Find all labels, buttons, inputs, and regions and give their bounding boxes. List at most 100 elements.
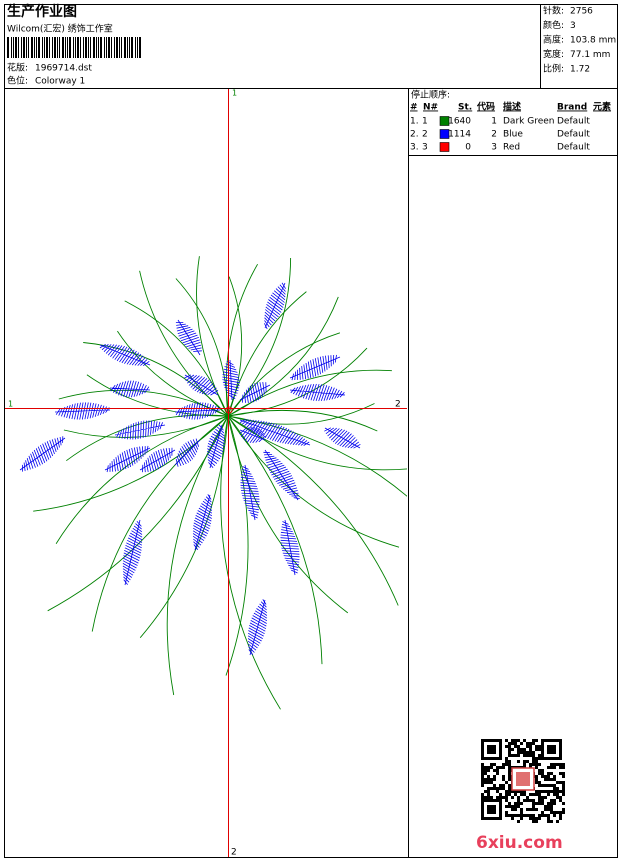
qr-module: [517, 739, 520, 742]
qr-module: [508, 805, 511, 808]
row-brand: Default: [557, 117, 590, 127]
title: 生产作业图: [7, 3, 77, 20]
qr-module: [532, 742, 535, 745]
bar-stripe: [18, 37, 19, 58]
qr-module: [529, 745, 532, 748]
color-swatch: [439, 116, 450, 126]
bar-stripe: [121, 37, 122, 58]
qr-module: [553, 775, 556, 778]
qr-module: [523, 739, 526, 742]
qr-module: [550, 790, 553, 793]
qr-module: [514, 745, 517, 748]
qr-module: [535, 745, 538, 748]
qr-module: [538, 745, 541, 748]
stem: [63, 415, 229, 438]
qr-module: [559, 772, 562, 775]
qr-module: [538, 781, 541, 784]
qr-module: [559, 766, 562, 769]
qr-module: [541, 814, 544, 817]
qr-module: [526, 742, 529, 745]
qr-module: [562, 781, 565, 784]
qr-module: [502, 787, 505, 790]
qr-module: [484, 778, 487, 781]
qr-module: [514, 739, 517, 742]
qr-module: [481, 763, 484, 766]
row-needle: 3: [422, 143, 428, 153]
qr-module: [523, 814, 526, 817]
qr-module: [517, 745, 520, 748]
qr-module: [541, 796, 544, 799]
qr-module: [529, 817, 532, 820]
qr-finder: [487, 805, 496, 814]
leaf: [280, 519, 300, 576]
bar-stripe: [65, 37, 66, 58]
qr-module: [538, 769, 541, 772]
qr-finder: [541, 739, 562, 760]
leaf: [122, 519, 143, 586]
qr-module: [505, 760, 508, 763]
qr-module: [484, 781, 487, 784]
qr-module: [520, 802, 523, 805]
qr-module: [550, 763, 553, 766]
qr-module: [523, 790, 526, 793]
stem: [47, 415, 229, 612]
qr-module: [553, 787, 556, 790]
row-code: 1: [491, 117, 497, 127]
qr-module: [487, 793, 490, 796]
row-description: Red: [503, 143, 520, 153]
column-header: Brand: [557, 103, 587, 113]
qr-module: [553, 763, 556, 766]
qr-module: [544, 805, 547, 808]
design: 1969714.dst: [35, 64, 92, 74]
qr-module: [526, 760, 529, 763]
qr-module: [547, 784, 550, 787]
bar-stripe: [7, 37, 9, 58]
bar-stripe: [116, 37, 118, 58]
qr-module: [535, 763, 538, 766]
qr-module: [526, 745, 529, 748]
row-needle: 1: [422, 117, 428, 127]
qr-module: [544, 790, 547, 793]
qr-module: [550, 766, 553, 769]
qr-module: [499, 784, 502, 787]
qr-module: [556, 781, 559, 784]
qr-module: [481, 766, 484, 769]
qr-module: [559, 811, 562, 814]
watermark: 6xiu.com: [476, 833, 563, 853]
leaf: [184, 374, 219, 396]
leaf: [192, 494, 213, 551]
qr-module: [481, 793, 484, 796]
qr-module: [496, 772, 499, 775]
info-value: 103.8 mm: [570, 36, 616, 46]
bar-stripe: [85, 37, 87, 58]
leaf: [247, 599, 268, 656]
qr-module: [493, 784, 496, 787]
qr-module: [490, 778, 493, 781]
qr-module: [535, 739, 538, 742]
qr-module: [493, 787, 496, 790]
row-index: 1.: [410, 117, 419, 127]
row-brand: Default: [557, 143, 590, 153]
qr-module: [505, 811, 508, 814]
qr-module: [529, 814, 532, 817]
bar-stripe: [23, 37, 25, 58]
stem: [227, 415, 400, 548]
bar-stripe: [54, 37, 56, 58]
qr-module: [526, 796, 529, 799]
qr-module: [529, 751, 532, 754]
qr-module: [526, 751, 529, 754]
bar-stripe: [31, 37, 33, 58]
info-value: 2756: [570, 7, 593, 17]
qr-module: [544, 796, 547, 799]
qr-module: [550, 778, 553, 781]
qr-module: [490, 766, 493, 769]
leaves: [19, 282, 361, 656]
info-label: 高度:: [543, 34, 564, 46]
qr-module: [547, 790, 550, 793]
bar-stripe: [119, 37, 120, 58]
qr-module: [556, 763, 559, 766]
qr-module: [541, 775, 544, 778]
qr-module: [535, 778, 538, 781]
qr-module: [487, 766, 490, 769]
row-index: 3.: [410, 143, 419, 153]
